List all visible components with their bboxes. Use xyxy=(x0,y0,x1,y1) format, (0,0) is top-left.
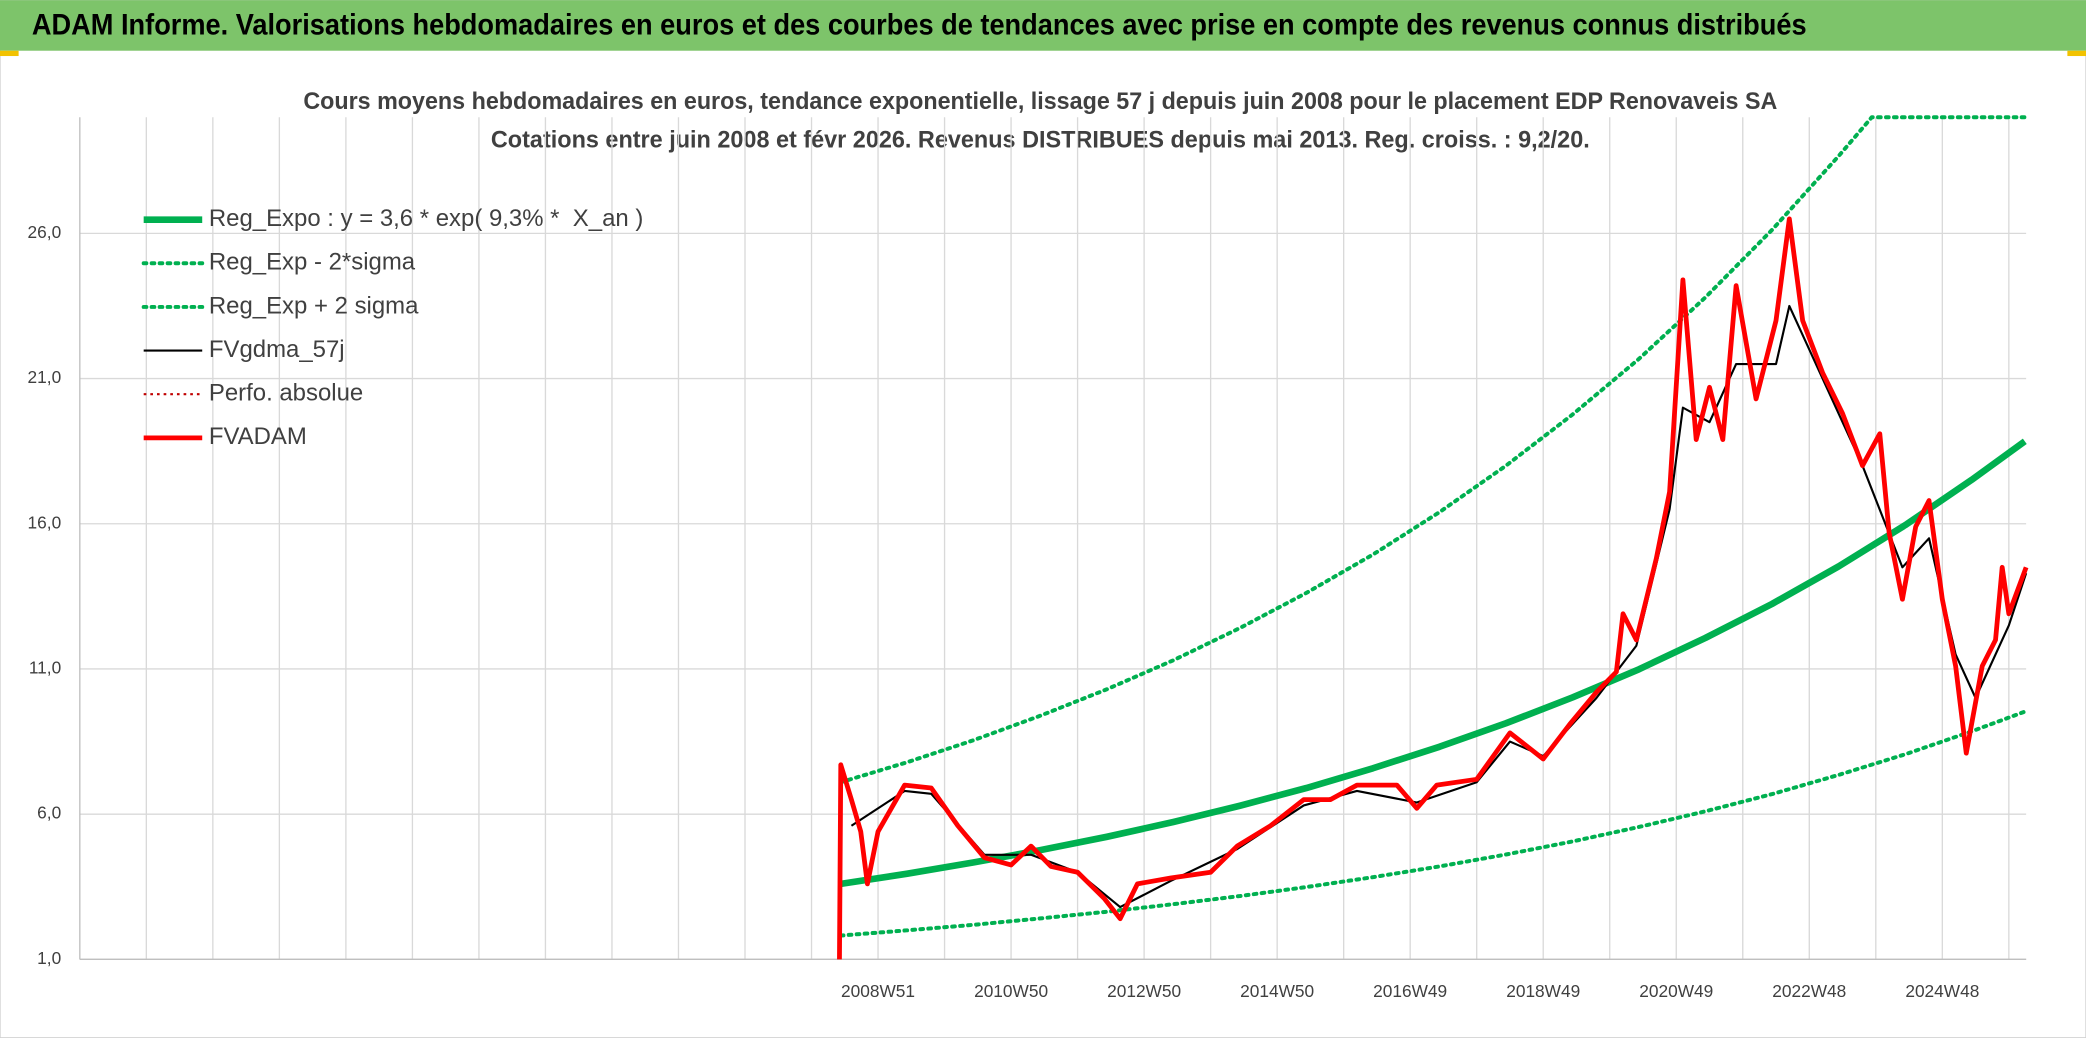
legend-label: Reg_Exp + 2 sigma xyxy=(209,292,419,319)
y-tick-label: 21,0 xyxy=(28,367,62,387)
chart-title: Cours moyens hebdomadaires en euros, ten… xyxy=(303,88,1777,115)
x-tick-label: 2024W48 xyxy=(1905,981,1979,1001)
chart-subtitle: Cotations entre juin 2008 et févr 2026. … xyxy=(491,127,1590,154)
x-tick-label: 2022W48 xyxy=(1772,981,1846,1001)
header-bar xyxy=(0,0,2086,51)
x-tick-label: 2018W49 xyxy=(1506,981,1580,1001)
legend-label: FVgdma_57j xyxy=(209,336,345,363)
legend-label: Reg_Expo : y = 3,6 * exp( 9,3% * X_an ) xyxy=(209,205,643,232)
header-title: ADAM Informe. Valorisations hebdomadaire… xyxy=(32,10,1807,42)
y-tick-label: 1,0 xyxy=(37,948,61,968)
x-tick-label: 2016W49 xyxy=(1373,981,1447,1001)
legend-label: FVADAM xyxy=(209,423,307,450)
data-line xyxy=(840,438,2027,888)
data-line xyxy=(838,115,2027,785)
x-tick-label: 2008W51 xyxy=(841,981,915,1001)
x-tick-label: 2010W50 xyxy=(974,981,1048,1001)
data-line xyxy=(838,709,2027,938)
x-tick-label: 2020W49 xyxy=(1639,981,1713,1001)
y-tick-label: 11,0 xyxy=(29,658,61,678)
y-tick-label: 6,0 xyxy=(37,803,61,823)
y-tick-label: 26,0 xyxy=(28,222,62,242)
legend-label: Reg_Exp - 2*sigma xyxy=(209,249,416,276)
corner-mark xyxy=(2067,50,2086,57)
x-tick-label: 2014W50 xyxy=(1240,981,1314,1001)
y-tick-label: 16,0 xyxy=(28,512,62,532)
legend-label: Perfo. absolue xyxy=(209,380,363,407)
data-line xyxy=(837,216,2029,960)
corner-mark xyxy=(0,50,19,57)
x-tick-label: 2012W50 xyxy=(1107,981,1181,1001)
